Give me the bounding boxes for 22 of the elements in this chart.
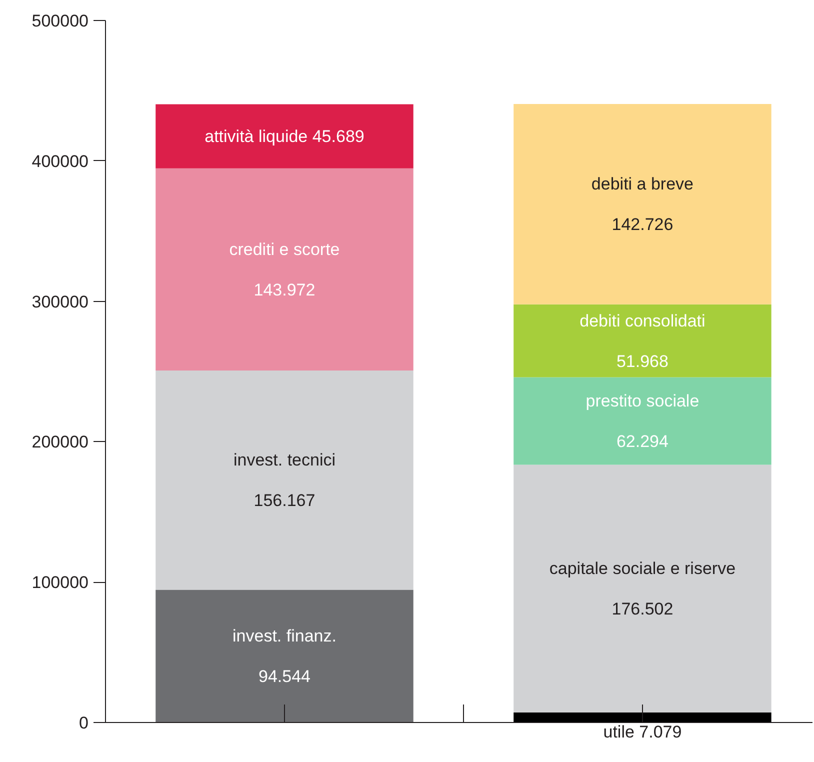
data-label: 143.972 [254, 280, 316, 300]
data-label: 156.167 [254, 491, 316, 510]
y-tick-label: 500000 [32, 12, 89, 30]
series-label: invest. finanz. [232, 626, 336, 646]
data-label: 176.502 [612, 600, 674, 619]
series-label: prestito sociale [586, 392, 700, 411]
text: attività liquide 45.689 [204, 126, 364, 146]
y-tick-label: 200000 [32, 432, 89, 452]
series-label: debiti a breve [591, 174, 694, 194]
y-tick-label: 400000 [32, 152, 89, 171]
y-tick-label: 0 [79, 714, 89, 732]
y-tick-label: 300000 [32, 292, 89, 312]
data-label: 142.726 [612, 215, 674, 234]
y-tick-label: 100000 [32, 573, 89, 592]
series-label: debiti consolidati [580, 311, 706, 330]
series-label: crediti e scorte [229, 240, 340, 259]
data-label: 94.544 [258, 667, 310, 686]
data-label: 62.294 [616, 432, 668, 452]
text: utile 7.079 [603, 722, 682, 742]
series-label: invest. tecnici [233, 450, 336, 470]
series-label: capitale sociale e riserve [549, 559, 736, 578]
data-label: 51.968 [616, 352, 668, 371]
